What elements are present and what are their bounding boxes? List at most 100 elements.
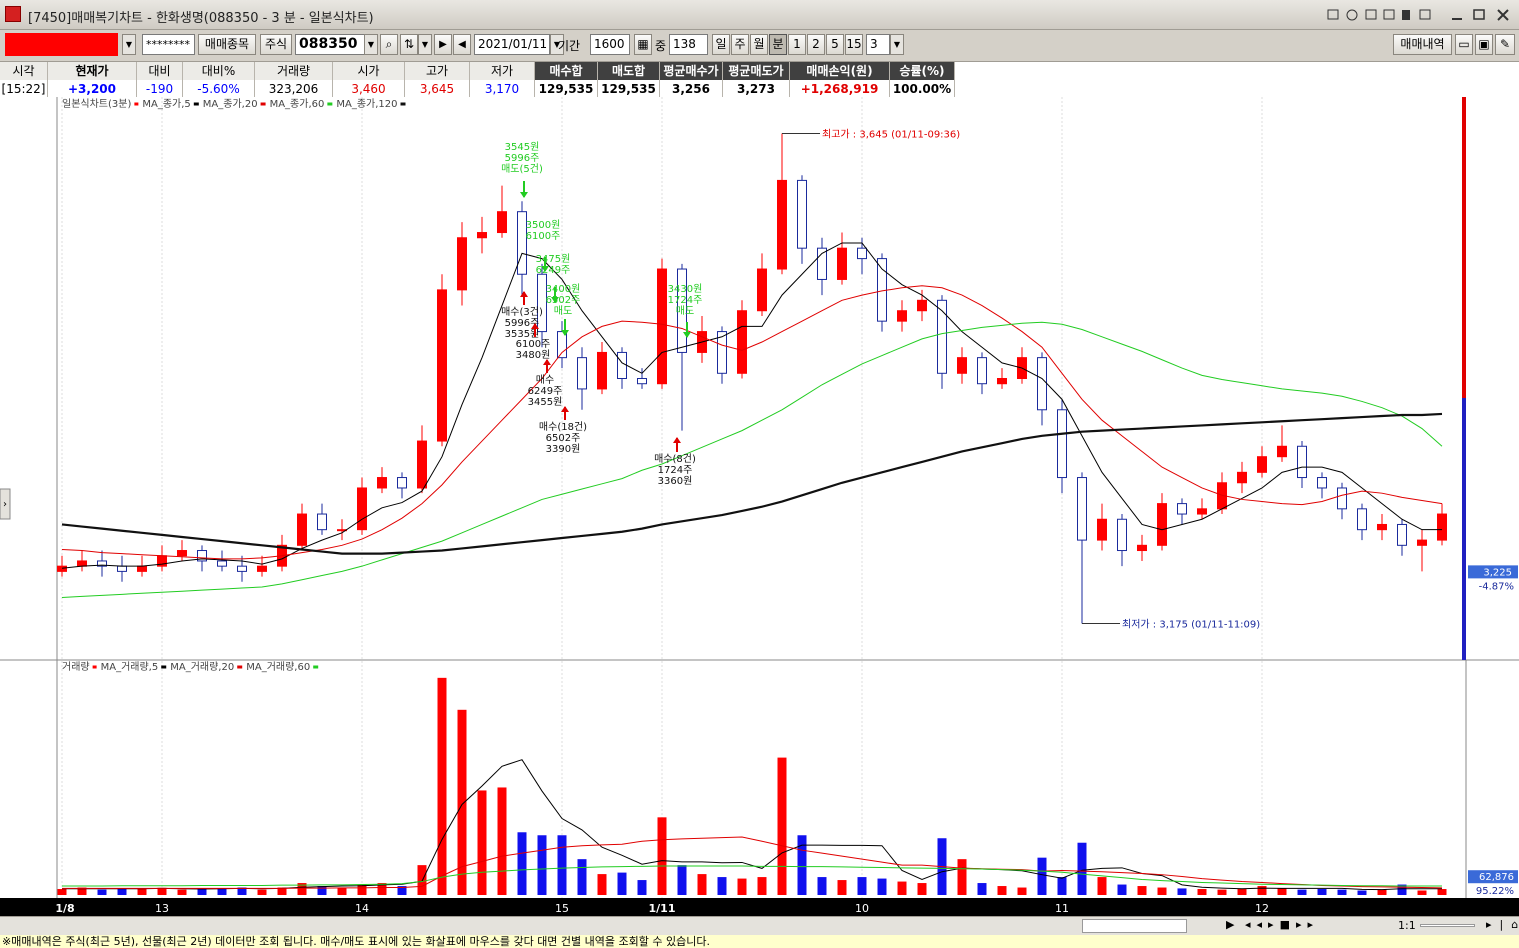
icon[interactable] <box>1419 9 1431 20</box>
trade-arrowhead <box>561 330 569 336</box>
last-price-label: 3,225 <box>1483 567 1512 578</box>
volume-bar <box>757 877 767 895</box>
candle-body <box>1377 523 1387 531</box>
volume-bar <box>397 886 407 895</box>
volume-bar <box>417 865 427 895</box>
candle-body <box>917 299 927 312</box>
volume-bar <box>117 888 127 895</box>
close[interactable] <box>1497 9 1509 21</box>
period-button[interactable]: 5 <box>826 34 844 55</box>
trade-label: 매수 <box>536 374 554 386</box>
sort-button[interactable]: ⇅ <box>400 34 418 55</box>
last-price-box <box>1468 565 1518 579</box>
trade-label: 6502주 <box>546 433 581 444</box>
candle-body <box>177 550 187 557</box>
candle-body <box>257 565 267 572</box>
trade-label: 5996주 <box>505 153 540 164</box>
volume-bar <box>837 880 847 895</box>
period-button[interactable]: 1 <box>788 34 806 55</box>
account-field[interactable] <box>5 33 118 56</box>
candle-body <box>1037 357 1047 411</box>
dropdown[interactable]: ▼ <box>550 34 564 55</box>
volume-bar <box>997 886 1007 895</box>
icon[interactable] <box>1346 9 1358 21</box>
scroll-right[interactable]: ▶ <box>1226 918 1235 931</box>
next-button[interactable]: ▶ <box>434 34 452 55</box>
market-select[interactable]: 주식 <box>260 34 292 55</box>
period-button[interactable]: 주 <box>731 34 749 55</box>
end-icons[interactable]: ▸|⌂ <box>1486 918 1518 931</box>
title-bar: [7450]매매복기차트 - 한화생명(088350 - 3 분 - 일본식차트… <box>0 0 1519 30</box>
volume-bar <box>777 757 787 895</box>
candle-body <box>857 247 867 260</box>
period-field[interactable]: 1600 <box>590 34 630 55</box>
toolbar: ▼ ******** 매매종목 주식 088350 ▼ ⌕ ⇅ ▼ ▶ ◀ 20… <box>0 30 1519 61</box>
candle-body <box>237 565 247 572</box>
trade-item-button[interactable]: 매매종목 <box>198 34 256 55</box>
volume-bar <box>817 877 827 895</box>
open-button[interactable]: ▭ <box>1455 34 1473 55</box>
volume-bar <box>557 835 567 895</box>
legend-swatch <box>193 102 199 106</box>
volume-bar <box>157 887 167 895</box>
settings-button[interactable]: ▦ <box>634 34 652 55</box>
volume-bar <box>377 883 387 895</box>
scrollbar[interactable] <box>1082 919 1187 933</box>
period-button[interactable]: 월 <box>750 34 768 55</box>
tools-button[interactable]: ✎ <box>1495 34 1515 55</box>
date-field[interactable]: 2021/01/11 <box>474 34 550 55</box>
dropdown[interactable]: ▼ <box>890 34 904 55</box>
candle-body <box>297 513 307 546</box>
side-toggle[interactable] <box>0 488 11 520</box>
volume-bar <box>857 877 867 895</box>
nav-icons[interactable]: ◂◂▸■▸▸ <box>1245 918 1320 931</box>
icon[interactable] <box>1327 9 1339 20</box>
icon[interactable] <box>1365 9 1377 20</box>
volume-bar <box>1277 888 1287 895</box>
period-button[interactable]: 일 <box>712 34 730 55</box>
interval-field[interactable]: 3 <box>866 34 890 55</box>
last-volume-box <box>1468 870 1518 884</box>
period-button[interactable]: 분 <box>769 34 787 55</box>
search-button[interactable]: ⌕ <box>380 34 398 55</box>
volume-bar <box>217 889 227 895</box>
candle-body <box>1157 503 1167 546</box>
save-button[interactable]: ▣ <box>1475 34 1493 55</box>
history-button[interactable]: 매매내역 <box>1393 34 1452 55</box>
period-button[interactable]: 15 <box>845 34 863 55</box>
candle-body <box>1317 477 1327 489</box>
legend-entry: MA_거래량,60 <box>246 661 310 673</box>
icon[interactable] <box>1383 9 1395 20</box>
volume-bar <box>437 677 447 895</box>
password-field[interactable]: ******** <box>142 34 195 55</box>
volume-bar <box>1417 890 1427 895</box>
volume-bar <box>957 859 967 895</box>
volume-bar <box>1077 842 1087 895</box>
dropdown[interactable]: ▼ <box>418 34 432 55</box>
icon[interactable] <box>1402 10 1410 20</box>
trade-label: 6249주 <box>536 265 571 276</box>
table-value: 100.00% <box>890 80 955 98</box>
code-field[interactable]: 088350 <box>295 34 365 55</box>
maximize[interactable] <box>1473 9 1485 20</box>
ma-line <box>62 865 1442 887</box>
table-header: 고가 <box>405 62 470 80</box>
table-value: 3,460 <box>333 80 405 98</box>
bottom-bar: ▶ ◂◂▸■▸▸ 1:1 ▸|⌂ <box>0 916 1519 935</box>
candle-body <box>197 550 207 562</box>
dropdown[interactable]: ▼ <box>122 34 136 55</box>
volume-bar <box>1237 889 1247 895</box>
zoom-slider[interactable] <box>1420 924 1475 927</box>
trade-label: 3535원 <box>505 328 540 340</box>
candle-body <box>517 211 527 275</box>
prev-button[interactable]: ◀ <box>453 34 471 55</box>
table-header: 승률(%) <box>890 62 955 80</box>
trade-arrowhead <box>531 323 539 329</box>
period-button[interactable]: 2 <box>807 34 825 55</box>
table-value: +1,268,919 <box>790 80 890 98</box>
dropdown[interactable]: ▼ <box>364 34 378 55</box>
middle-field[interactable]: 138 <box>669 34 708 55</box>
legend-entry: MA_종가,5 <box>142 98 190 110</box>
table-value: +3,200 <box>48 80 137 98</box>
trade-label: 6100주 <box>516 339 551 350</box>
